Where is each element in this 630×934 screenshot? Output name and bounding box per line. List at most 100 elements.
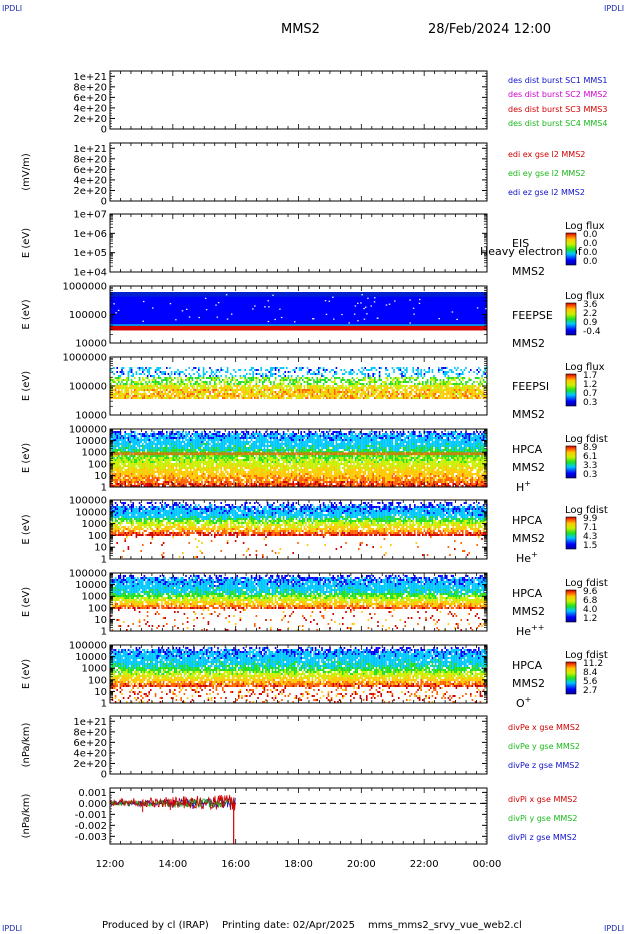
panel-edi-ytick-label: 4e+20: [73, 175, 107, 186]
panel-divpe-ytick-label: 2e+20: [73, 759, 107, 770]
panel-dist-legend-3: des dist burst SC3 MMS3: [508, 105, 607, 114]
panel-hpca_o-ytick-label: 10: [94, 687, 107, 698]
panel-edi-ytick-label: 1e+21: [73, 144, 107, 155]
panel-edi-ytick-label: 8e+20: [73, 154, 107, 165]
panel-hpca_he-colorbar: [566, 517, 576, 549]
panel-divpe-ytick-label: 4e+20: [73, 748, 107, 759]
panel-hpca_he-ytick-label: 1: [101, 555, 107, 566]
panel-hpca_he-ytick-label: 10: [94, 543, 107, 554]
panel-hpca_h-ytick-label: 10000: [75, 436, 107, 447]
panel-dist-ytick-label: 6e+20: [73, 93, 107, 104]
panel-hpca_o-species-label: O+: [516, 695, 531, 710]
panel-divpe-legend-2: divPe y gse MMS2: [508, 742, 580, 751]
panel-divpi-ytick-label: -0.003: [75, 832, 107, 843]
panel-dist-ytick-label: 0: [101, 125, 107, 136]
panel-divpe-ytick-label: 0: [101, 770, 107, 781]
panel-feeps_e-colorbar: [566, 303, 576, 335]
panel-eis-ytick-label: 1e+04: [73, 268, 107, 279]
panel-hpca_o-colorbar-tick: 2.7: [583, 686, 597, 696]
panel-edi-ytick-label: 2e+20: [73, 186, 107, 197]
panel-edi-ylabel: (mV/m): [21, 153, 32, 191]
panel-hpca_hepp-ytick-label: 1000: [82, 592, 107, 603]
panel-divpi-ytick-label: -0.001: [75, 810, 107, 821]
panel-eis-frame: [110, 214, 487, 272]
x-axis-tick-label: 14:00: [158, 859, 187, 870]
panel-divpi-ytick-label: -0.002: [75, 821, 107, 832]
x-axis-tick-label: 22:00: [410, 859, 439, 870]
panel-feeps_e-spacecraft-label: MMS2: [512, 337, 545, 350]
panel-feeps_i-colorbar: [566, 374, 576, 406]
panel-eis-ytick-label: 1e+07: [73, 210, 107, 221]
panel-dist-legend-1: des dist burst SC1 MMS1: [508, 76, 607, 85]
panel-feeps_i-ytick-label: 10000: [75, 411, 107, 422]
panel-hpca_he-instrument-label: HPCA: [512, 514, 543, 527]
panel-divpe-legend-1: divPe x gse MMS2: [508, 723, 580, 732]
panel-hpca_hepp-species-label: He++: [516, 623, 544, 638]
panel-eis-spacecraft-label: MMS2: [512, 265, 545, 278]
stacked-panels-chart: des dist burst SC1 MMS1 des dist burst SC…: [0, 0, 630, 880]
panel-hpca_o-instrument-label: HPCA: [512, 659, 543, 672]
panel-hpca_h-colorbar: [566, 446, 576, 478]
panel-hpca_hepp-colorbar-tick: 1.2: [583, 614, 597, 624]
panel-feeps_e-ylabel: E (eV): [21, 299, 32, 329]
panel-feeps_i-instrument-label: FEEPSI: [512, 380, 549, 393]
panel-hpca_o-ytick-label: 10000: [75, 652, 107, 663]
panel-hpca_o-ytick-label: 100: [88, 675, 107, 686]
corner-label-bottom-left: IPDLI: [2, 924, 22, 933]
panel-hpca_he-ylabel: E (eV): [21, 514, 32, 544]
panel-hpca_he-colorbar-tick: 1.5: [583, 541, 597, 551]
panel-divpi-ytick-label: 0.000: [78, 799, 107, 810]
footer-credit: Produced by cl (IRAP): [102, 920, 209, 931]
panel-hpca_he-species-label: He+: [516, 550, 538, 565]
panel-divpi-legend-3: divPi z gse MMS2: [508, 833, 577, 842]
panel-hpca_h-ytick-label: 10: [94, 471, 107, 482]
panel-hpca_hepp-ytick-label: 1: [101, 627, 107, 638]
panel-dist-ytick-label: 4e+20: [73, 103, 107, 114]
panel-hpca_hepp-ytick-label: 100000: [69, 569, 107, 580]
panel-hpca_hepp-instrument-label: HPCA: [512, 587, 543, 600]
x-axis-tick-label: 00:00: [473, 859, 502, 870]
panel-hpca_hepp-colorbar: [566, 590, 576, 622]
panel-dist-legend-4: des dist burst SC4 MMS4: [508, 119, 607, 128]
panel-dist-ytick-label: 1e+21: [73, 72, 107, 83]
panel-divpi-ylabel: (nPa/km): [21, 794, 32, 839]
panel-hpca_h-instrument-label: HPCA: [512, 443, 543, 456]
panel-divpi-ytick-label: 0.001: [78, 788, 107, 799]
x-axis-tick-label: 16:00: [221, 859, 250, 870]
footer-file: mms_mms2_srvy_vue_web2.cl: [368, 920, 522, 931]
panel-hpca_hepp-spectrogram: [110, 575, 488, 631]
panel-eis-colorbar: [566, 233, 576, 265]
panel-hpca_hepp-ytick-label: 100: [88, 603, 107, 614]
panel-hpca_he-spectrogram: [110, 502, 488, 558]
panel-feeps_e-colorbar-tick: -0.4: [583, 327, 601, 337]
panel-edi-ytick-label: 0: [101, 197, 107, 208]
panel-feeps_i-ylabel: E (eV): [21, 371, 32, 401]
panel-hpca_he-ytick-label: 1000: [82, 519, 107, 530]
panel-hpca_o-ytick-label: 100000: [69, 641, 107, 652]
panel-divpi-legend-2: divPi y gse MMS2: [508, 814, 577, 823]
panel-feeps_i-ytick-label: 1000000: [62, 353, 107, 364]
panel-eis-colorbar-tick: 0.0: [583, 257, 598, 267]
panel-hpca_o-ylabel: E (eV): [21, 659, 32, 689]
panel-eis-ytick-label: 1e+06: [73, 229, 107, 240]
panel-edi-legend-3: edi ez gse l2 MMS2: [508, 188, 585, 197]
x-axis-tick-label: 18:00: [284, 859, 313, 870]
panel-hpca_he-ytick-label: 10000: [75, 507, 107, 518]
panel-hpca_hepp-spacecraft-label: MMS2: [512, 605, 545, 618]
panel-hpca_he-spacecraft-label: MMS2: [512, 532, 545, 545]
panel-dist-frame: [110, 71, 487, 129]
panel-feeps_e-ytick-label: 10000: [75, 339, 107, 350]
panel-hpca_h-ytick-label: 1: [101, 483, 107, 494]
panel-hpca_h-ytick-label: 100: [88, 459, 107, 470]
panel-hpca_h-colorbar-tick: 0.3: [583, 470, 597, 480]
panel-edi-frame: [110, 143, 487, 201]
panel-feeps_e-instrument-label: FEEPSE: [512, 309, 553, 322]
panel-hpca_h-species-label: H+: [516, 479, 531, 494]
panel-divpi-legend-1: divPi x gse MMS2: [508, 795, 577, 804]
panel-eis-ytick-label: 1e+05: [73, 248, 107, 259]
panel-dist-ytick-label: 2e+20: [73, 114, 107, 125]
panel-dist-legend-2: des dist burst SC2 MMS2: [508, 90, 607, 99]
panel-dist-ytick-label: 8e+20: [73, 82, 107, 93]
panel-divpe-ytick-label: 1e+21: [73, 717, 107, 728]
panel-divpe-frame: [110, 716, 487, 774]
